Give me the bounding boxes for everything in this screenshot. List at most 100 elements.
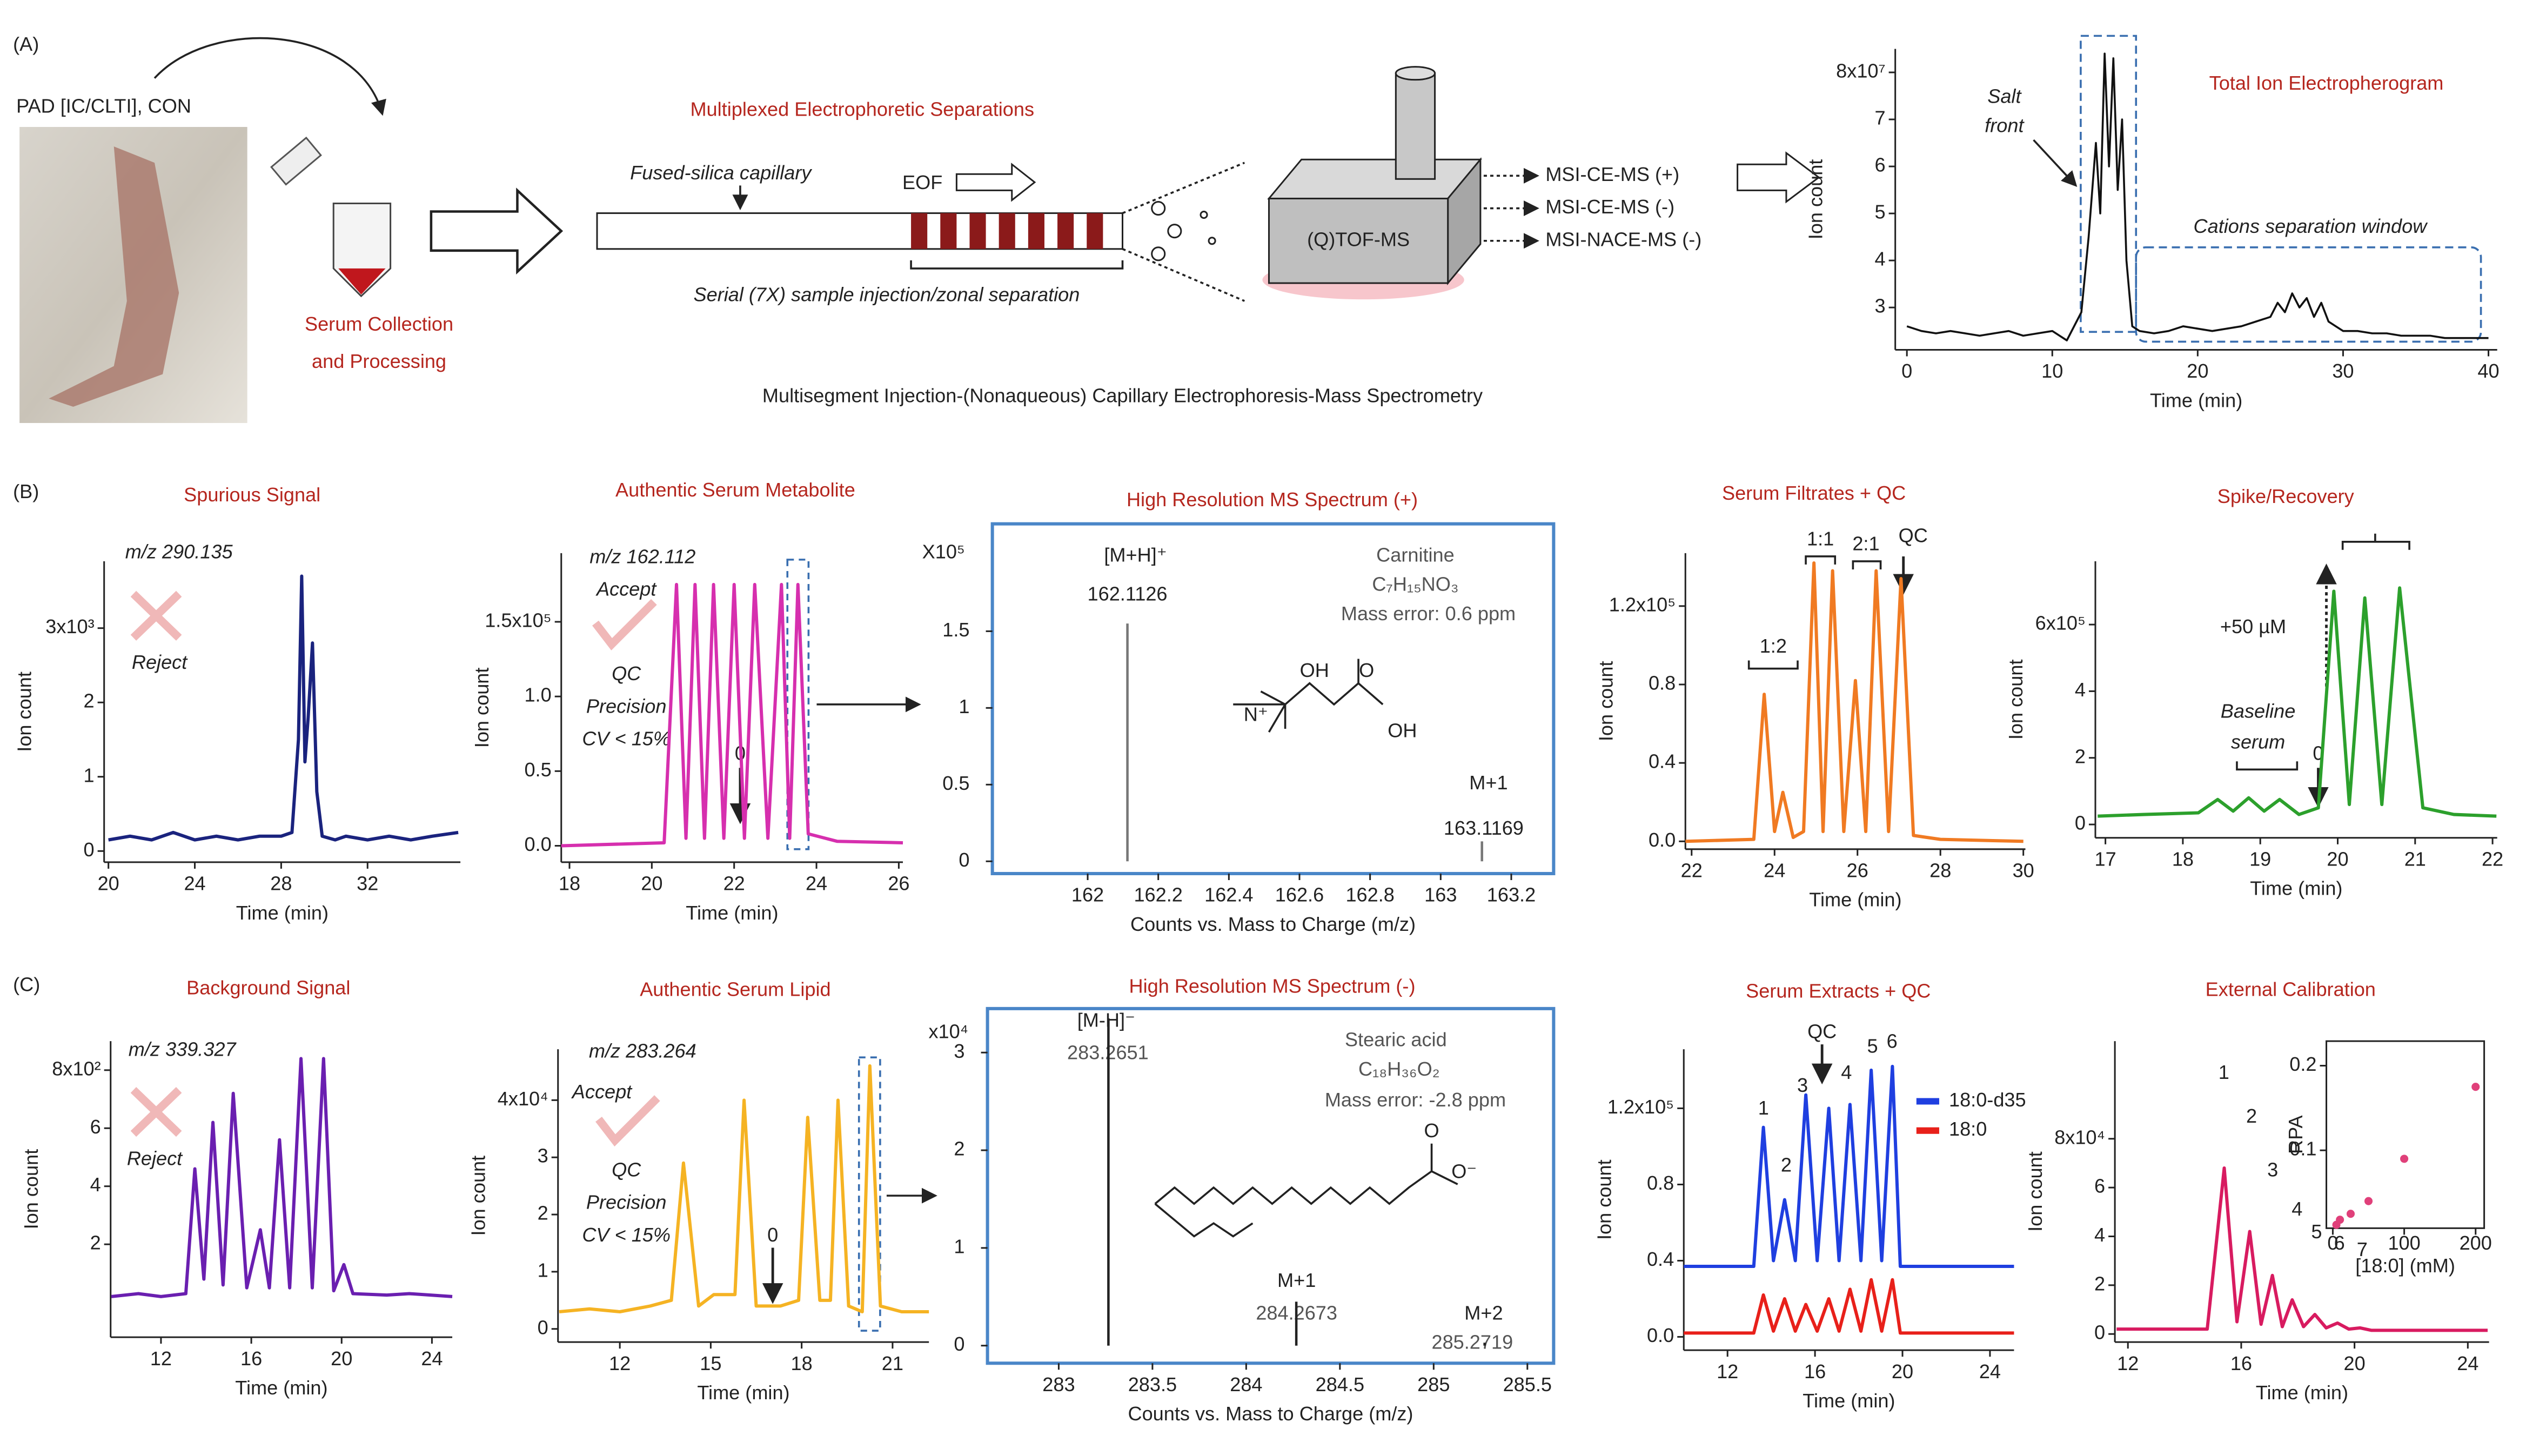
spray-droplets [1151, 200, 1216, 261]
y-tick-label: 1.2x10⁵ [1609, 593, 1676, 615]
y-tick-label: 1 [959, 695, 969, 717]
x-tick-label: 20 [331, 1347, 352, 1370]
eof-arrow [955, 163, 1036, 202]
annotation: Precision [586, 695, 667, 717]
annotation: 6 [2334, 1232, 2345, 1254]
ms-front [1268, 197, 1449, 284]
y-tick-label: 4 [1874, 248, 1885, 270]
y-tick-label: 1.0 [524, 684, 551, 706]
y-axis-label: Ion count [1805, 159, 1827, 240]
y-tick-label: 6 [2094, 1175, 2105, 1197]
point [2346, 1210, 2355, 1218]
x-axis-label: Counts vs. Mass to Charge (m/z) [1128, 1403, 1413, 1425]
y-tick-label: 8x10⁴ [2054, 1126, 2105, 1148]
legend-label: 18:0-d35 [1949, 1089, 2026, 1111]
x-tick-label: 32 [357, 873, 378, 895]
annotation: Mass error: 0.6 ppm [1341, 602, 1516, 625]
x-tick-label: 21 [882, 1352, 903, 1374]
x-tick-label: 20 [2187, 360, 2208, 382]
y-axis-label: RPA [2284, 1115, 2307, 1155]
x-tick-label: 283 [1042, 1373, 1075, 1395]
x-tick-label: 40 [2477, 360, 2499, 382]
y-tick-label: 1.5x10⁵ [485, 609, 551, 632]
chart-title: Background Signal [186, 976, 350, 998]
ms-top [1267, 158, 1483, 199]
y-tick-label: 8x10⁷ [1836, 60, 1885, 82]
point [2336, 1216, 2344, 1224]
y-tick-label: 2 [954, 1138, 964, 1160]
x-tick-label: 20 [98, 873, 119, 895]
trace [108, 574, 459, 842]
chart-title: Spike/Recovery [2217, 485, 2354, 507]
x-tick-label: 163 [1424, 884, 1457, 906]
x-tick-label: 162.4 [1204, 884, 1253, 906]
chart-title: High Resolution MS Spectrum (+) [1127, 488, 1418, 511]
annotation: 2:1 [1852, 532, 1879, 554]
y-axis-label: Ion count [2005, 659, 2027, 740]
panel-label: (B) [13, 480, 39, 502]
x-tick-label: 22 [1681, 860, 1703, 882]
annotation: Reject [132, 651, 188, 673]
annotation: 4 [2292, 1198, 2302, 1220]
point [2400, 1155, 2409, 1163]
y-tick-label: 1 [954, 1235, 964, 1257]
y-tick-label: 0 [2094, 1321, 2105, 1344]
x-tick-label: 22 [2482, 848, 2503, 870]
annotation: 3 [2267, 1159, 2278, 1181]
chart-title: Authentic Serum Lipid [640, 978, 830, 1000]
y-tick-label: 2 [2094, 1272, 2105, 1294]
legend-label: 18:0 [1949, 1118, 1987, 1140]
annotation: QC [1899, 524, 1928, 546]
y-tick-label: 0 [959, 849, 969, 871]
annotation: 2 [1781, 1153, 1792, 1176]
annotation: m/z 290.135 [125, 540, 233, 562]
separation-title: Multiplexed Electrophoretic Separations [690, 98, 1034, 120]
y-tick-label: 7 [1874, 107, 1885, 129]
annotation: M+2 [1464, 1301, 1503, 1324]
mode-label: MSI-CE-MS (+) [1545, 163, 1679, 185]
y-tick-label: 4 [2075, 679, 2086, 701]
mode-arrows [1483, 167, 1539, 249]
annotation: Baseline [2221, 700, 2296, 722]
x-tick-label: 162.8 [1345, 884, 1394, 906]
annotation: CV < 15% [582, 1224, 671, 1246]
y-tick-label: 0.2 [2289, 1053, 2316, 1075]
annotation: Accept [595, 578, 657, 600]
chart-title: Serum Filtrates + QC [1722, 482, 1906, 504]
ms-label: (Q)TOF-MS [1307, 228, 1410, 250]
annotation: 2 [2246, 1105, 2257, 1127]
annotation: 5 [2311, 1220, 2322, 1243]
y-tick-label: 1 [538, 1259, 548, 1281]
x-tick-label: 162.2 [1134, 884, 1182, 906]
x-tick-label: 20 [2327, 848, 2348, 870]
mode-label: MSI-CE-MS (-) [1545, 196, 1674, 218]
y-tick-label: 0.8 [1649, 672, 1676, 694]
x-tick-label: 24 [2457, 1352, 2478, 1374]
plot-frame [2326, 1040, 2485, 1229]
y-tick-label: 4x10⁴ [498, 1088, 548, 1110]
trace [111, 1057, 453, 1298]
x-tick-label: 12 [150, 1347, 172, 1370]
x-tick-label: 26 [888, 873, 909, 895]
panel-label: (C) [13, 973, 40, 995]
x-tick-label: 285.5 [1503, 1373, 1552, 1395]
annotation: front [1985, 115, 2025, 137]
serum-text: and Processing [312, 350, 446, 372]
y-tick-label: 0.1 [2289, 1138, 2316, 1160]
cohort-label: PAD [IC/CLTI], CON [16, 95, 191, 117]
annotation: 7 [2357, 1238, 2368, 1260]
x-tick-label: 26 [1847, 860, 1868, 882]
annotation: OH [1388, 720, 1417, 742]
x-tick-label: 20 [641, 873, 662, 895]
y-tick-label: 4 [2094, 1224, 2105, 1246]
x-tick-label: 283.5 [1128, 1373, 1177, 1395]
trace [2098, 586, 2497, 818]
annotation: Reject [127, 1147, 183, 1169]
mode-label: MSI-NACE-MS (-) [1545, 228, 1701, 250]
y-tick-label: 0 [2075, 812, 2086, 834]
annotation: Stearic acid [1345, 1029, 1447, 1051]
trace [559, 1064, 929, 1314]
annotation: 3 [1797, 1074, 1808, 1096]
